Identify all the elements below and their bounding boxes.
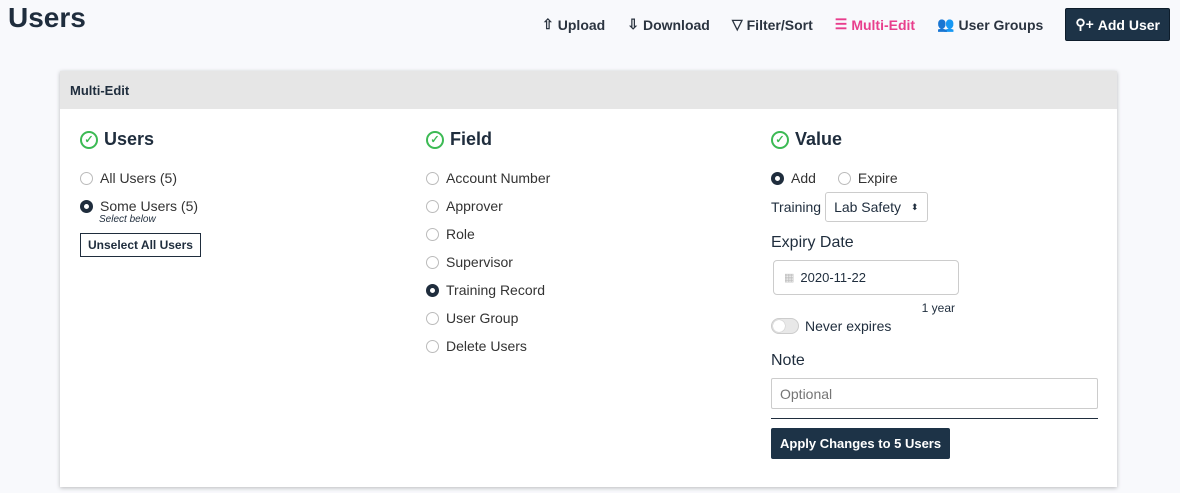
add-user-button[interactable]: ⚲+ Add User: [1065, 8, 1170, 41]
field-option-radio[interactable]: Approver: [426, 192, 550, 220]
list-icon: ☰: [834, 16, 848, 32]
radio-circle: [837, 171, 851, 185]
field-option-radio[interactable]: Role: [426, 220, 550, 248]
unselect-all-users-button[interactable]: Unselect All Users: [80, 233, 201, 257]
toolbar: ⇧ Upload ⇩ Download ▽ Filter/Sort ☰ Multi-Ed…: [542, 8, 1170, 41]
training-select[interactable]: Lab Safety ⬍: [825, 192, 928, 222]
radio-circle: [426, 311, 439, 325]
duration-text: 1 year: [921, 301, 955, 315]
field-option-radio[interactable]: Delete Users: [426, 332, 550, 360]
check-circle-icon: ✓: [426, 130, 444, 149]
radio-circle: [771, 171, 784, 185]
radio-circle: [426, 283, 439, 297]
note-input[interactable]: [771, 378, 1098, 409]
cloud-download-icon: ⇩: [627, 16, 639, 32]
never-expires-toggle[interactable]: [771, 318, 799, 334]
radio-circle: [80, 171, 93, 185]
check-circle-icon: ✓: [80, 130, 98, 149]
expiry-date-input[interactable]: ▦ 2020-11-22: [773, 260, 959, 295]
expiry-date-label: Expiry Date: [771, 234, 854, 251]
select-below-hint: Select below: [99, 214, 156, 225]
download-button[interactable]: ⇩ Download: [627, 16, 710, 33]
cloud-upload-icon: ⇧: [542, 16, 554, 32]
upload-button[interactable]: ⇧ Upload: [542, 16, 606, 33]
never-expires-label: Never expires: [805, 318, 892, 334]
radio-circle: [426, 199, 439, 213]
note-label: Note: [771, 352, 805, 369]
check-circle-icon: ✓: [771, 130, 789, 149]
radio-circle: [426, 171, 439, 185]
value-mode-radio[interactable]: Expire: [837, 164, 898, 192]
users-option-radio[interactable]: All Users (5): [80, 164, 201, 192]
filter-icon: ▽: [731, 16, 743, 32]
apply-changes-button[interactable]: Apply Changes to 5 Users: [771, 428, 951, 459]
value-mode-radio[interactable]: Add: [771, 164, 816, 192]
radio-circle: [426, 339, 439, 353]
users-heading: Users: [104, 129, 155, 149]
field-option-radio[interactable]: Supervisor: [426, 248, 550, 276]
users-option-radio[interactable]: Some Users (5): [80, 192, 201, 220]
radio-circle: [426, 227, 439, 241]
user-groups-button[interactable]: 👥 User Groups: [937, 16, 1044, 33]
page-title: Users: [8, 2, 86, 33]
field-option-radio[interactable]: User Group: [426, 304, 550, 332]
radio-circle: [80, 199, 93, 213]
field-column: ✓ Field Account Number Approver Role Supervi…: [426, 129, 550, 360]
users-column: ✓ Users All Users (5) Some Users (5) Selec…: [80, 129, 201, 257]
user-plus-icon: ⚲+: [1075, 16, 1094, 32]
radio-circle: [426, 255, 439, 269]
calendar-icon: ▦: [784, 272, 795, 284]
value-heading: Value: [795, 129, 843, 149]
field-option-radio[interactable]: Account Number: [426, 164, 550, 192]
users-icon: 👥: [937, 16, 955, 32]
card-title: Multi-Edit: [60, 71, 1117, 109]
value-column: ✓ Value Add Expire Training Lab Safety ⬍ Ex…: [771, 129, 1098, 459]
field-heading: Field: [450, 129, 493, 149]
sort-icon: ⬍: [911, 202, 919, 212]
multi-edit-card: Multi-Edit ✓ Users All Users (5) Some User…: [60, 71, 1117, 487]
multi-edit-button[interactable]: ☰ Multi-Edit: [834, 16, 916, 33]
training-label: Training: [771, 199, 822, 215]
filter-sort-button[interactable]: ▽ Filter/Sort: [731, 16, 813, 33]
field-option-radio[interactable]: Training Record: [426, 276, 550, 304]
